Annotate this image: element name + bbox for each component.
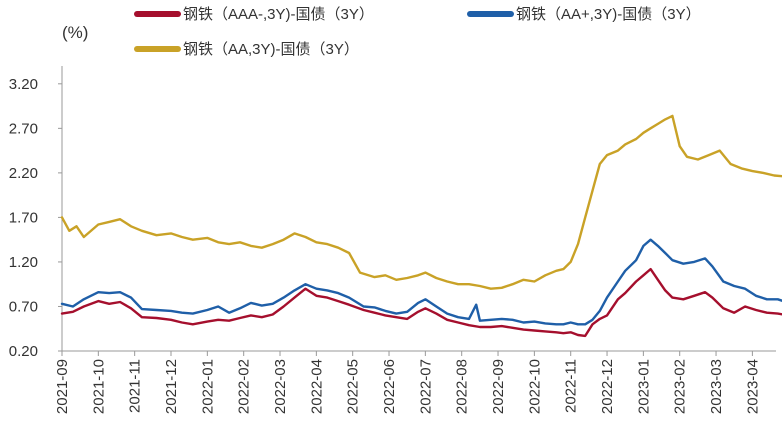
series-line-2 [60, 114, 782, 290]
x-tick-label: 2023-03 [708, 359, 725, 414]
legend-label-0: 钢铁（AAA-,3Y)-国债（3Y） [183, 6, 374, 23]
x-tick-label: 2022-07 [417, 359, 434, 414]
x-tick-label: 2023-01 [635, 359, 652, 414]
x-tick-label: 2021-10 [90, 359, 107, 414]
x-tick-label: 2021-12 [163, 359, 180, 414]
legend-label-1: 钢铁（AA+,3Y)-国债（3Y） [516, 6, 701, 23]
y-tick-label: 0.20 [9, 343, 38, 360]
x-tick-label: 2022-06 [381, 359, 398, 414]
x-tick-label: 2023-04 [744, 359, 761, 414]
x-tick-label: 2022-11 [563, 359, 580, 413]
x-tick-label: 2021-09 [54, 359, 71, 414]
x-tick-label: 2022-02 [236, 359, 253, 414]
x-tick-label: 2022-03 [272, 359, 289, 414]
y-tick-label: 2.20 [9, 165, 38, 182]
y-axis-unit-label: (%) [62, 23, 88, 42]
y-tick-label: 2.70 [9, 120, 38, 137]
axes: 0.20 0.70 1.20 1.70 2.20 2.70 3.20 2021-09 2021-… [9, 66, 776, 414]
legend: 钢铁（AAA-,3Y)-国债（3Y） 钢铁（AA+,3Y)-国债（3Y） 钢铁（AA… [134, 6, 701, 58]
x-tick-label: 2022-10 [526, 359, 543, 414]
series-group [60, 114, 782, 338]
y-tick-label: 1.20 [9, 254, 38, 271]
x-tick-label: 2023-02 [672, 359, 689, 414]
x-tick-label: 2022-09 [490, 359, 507, 414]
x-tick-label: 2021-11 [127, 359, 144, 413]
y-tick-label: 3.20 [9, 76, 38, 93]
x-tick-label: 2022-12 [599, 359, 616, 414]
series-line-1 [60, 238, 782, 326]
x-tick-label: 2022-05 [345, 359, 362, 414]
y-tick-label: 0.70 [9, 298, 38, 315]
y-tick-label: 1.70 [9, 209, 38, 226]
x-tick-label: 2022-08 [454, 359, 471, 414]
x-tick-label: 2022-01 [199, 359, 216, 414]
legend-label-2: 钢铁（AA,3Y)-国债（3Y） [183, 41, 359, 58]
x-tick-label: 2022-04 [308, 359, 325, 414]
series-line-0 [60, 267, 782, 338]
